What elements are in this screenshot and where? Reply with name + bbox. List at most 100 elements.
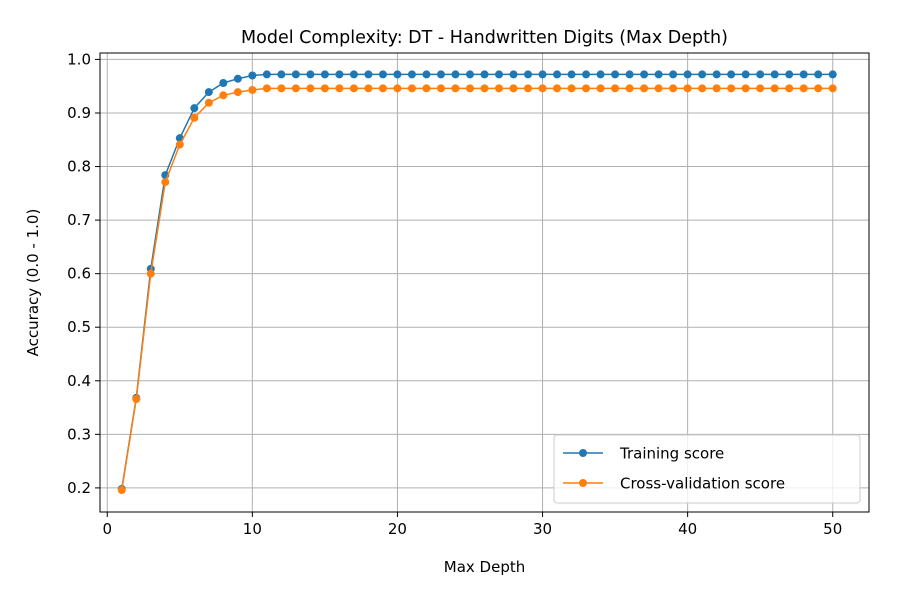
data-point-cross-validation-score [436, 84, 445, 93]
data-point-cross-validation-score [727, 84, 736, 93]
y-tick-label: 0.4 [67, 372, 91, 390]
data-point-training-score [306, 70, 315, 79]
data-point-training-score [335, 70, 344, 79]
data-point-training-score [422, 70, 431, 79]
data-point-training-score [814, 70, 823, 79]
data-point-training-score [640, 70, 649, 79]
y-tick-label: 0.5 [67, 318, 91, 336]
data-point-training-score [219, 78, 228, 87]
data-point-cross-validation-score [233, 88, 242, 97]
data-point-training-score [785, 70, 794, 79]
data-point-training-score [364, 70, 373, 79]
data-point-training-score [567, 70, 576, 79]
data-point-cross-validation-score [538, 84, 547, 93]
data-point-cross-validation-score [524, 84, 533, 93]
data-point-training-score [799, 70, 808, 79]
data-point-cross-validation-score [378, 84, 387, 93]
data-point-cross-validation-score [553, 84, 562, 93]
data-point-cross-validation-score [277, 84, 286, 93]
x-tick-label: 10 [243, 520, 262, 538]
data-point-cross-validation-score [495, 84, 504, 93]
data-point-training-score [582, 70, 591, 79]
data-point-training-score [741, 70, 750, 79]
data-point-training-score [669, 70, 678, 79]
data-point-cross-validation-score [190, 113, 199, 122]
data-point-cross-validation-score [654, 84, 663, 93]
data-point-training-score [451, 70, 460, 79]
data-point-cross-validation-score [611, 84, 620, 93]
data-point-cross-validation-score [422, 84, 431, 93]
data-point-training-score [756, 70, 765, 79]
legend-label-cross-validation-score: Cross-validation score [620, 475, 785, 493]
y-tick-label: 0.6 [67, 265, 91, 283]
y-tick-label: 0.8 [67, 158, 91, 176]
y-tick-label: 1.0 [67, 50, 91, 68]
data-point-training-score [378, 70, 387, 79]
data-point-training-score [683, 70, 692, 79]
data-point-training-score [553, 70, 562, 79]
data-point-cross-validation-score [175, 140, 184, 149]
data-point-training-score [465, 70, 474, 79]
data-point-training-score [509, 70, 518, 79]
data-point-training-score [828, 70, 837, 79]
plot-frame [99, 52, 870, 513]
data-point-training-score [262, 70, 271, 79]
data-point-cross-validation-score [683, 84, 692, 93]
axis-ticks: 0 10 20 30 40 50 0.2 0.3 0.4 0.5 0.6 0.7 0.8 0.9 1.0 [67, 50, 842, 538]
y-tick-label: 0.2 [67, 479, 91, 497]
data-point-training-score [654, 70, 663, 79]
data-point-training-score [596, 70, 605, 79]
data-point-cross-validation-score [712, 84, 721, 93]
data-point-training-score [248, 71, 257, 80]
data-point-training-score [277, 70, 286, 79]
data-point-training-score [204, 88, 213, 97]
legend-marker-cross-validation-score [579, 479, 587, 487]
data-series [117, 70, 837, 495]
data-point-training-score [698, 70, 707, 79]
data-point-cross-validation-score [480, 84, 489, 93]
data-point-training-score [480, 70, 489, 79]
data-point-cross-validation-score [320, 84, 329, 93]
data-point-cross-validation-score [567, 84, 576, 93]
data-point-cross-validation-score [582, 84, 591, 93]
data-point-cross-validation-score [146, 269, 155, 278]
data-point-training-score [611, 70, 620, 79]
data-point-cross-validation-score [596, 84, 605, 93]
data-point-cross-validation-score [407, 84, 416, 93]
data-point-training-score [770, 70, 779, 79]
data-point-cross-validation-score [814, 84, 823, 93]
data-point-cross-validation-score [248, 85, 257, 94]
data-point-training-score [524, 70, 533, 79]
x-tick-label: 50 [823, 520, 842, 538]
legend-box [553, 434, 861, 504]
data-point-cross-validation-score [465, 84, 474, 93]
data-point-cross-validation-score [204, 98, 213, 107]
data-point-training-score [190, 104, 199, 113]
x-tick-label: 20 [388, 520, 407, 538]
data-point-cross-validation-score [117, 486, 126, 495]
data-point-training-score [349, 70, 358, 79]
x-tick-label: 30 [533, 520, 552, 538]
data-point-cross-validation-score [509, 84, 518, 93]
data-point-cross-validation-score [828, 84, 837, 93]
data-point-cross-validation-score [625, 84, 634, 93]
data-point-training-score [495, 70, 504, 79]
x-tick-label: 0 [102, 520, 112, 538]
data-point-cross-validation-score [262, 84, 271, 93]
legend-label-training-score: Training score [619, 445, 724, 463]
data-point-cross-validation-score [306, 84, 315, 93]
data-point-cross-validation-score [161, 178, 170, 187]
data-point-cross-validation-score [393, 84, 402, 93]
data-point-cross-validation-score [799, 84, 808, 93]
data-point-cross-validation-score [349, 84, 358, 93]
legend: Training score Cross-validation score [553, 434, 861, 504]
y-tick-label: 0.3 [67, 425, 91, 443]
data-point-training-score [625, 70, 634, 79]
data-point-training-score [712, 70, 721, 79]
data-point-cross-validation-score [291, 84, 300, 93]
data-point-cross-validation-score [640, 84, 649, 93]
data-point-cross-validation-score [770, 84, 779, 93]
x-tick-label: 40 [678, 520, 697, 538]
